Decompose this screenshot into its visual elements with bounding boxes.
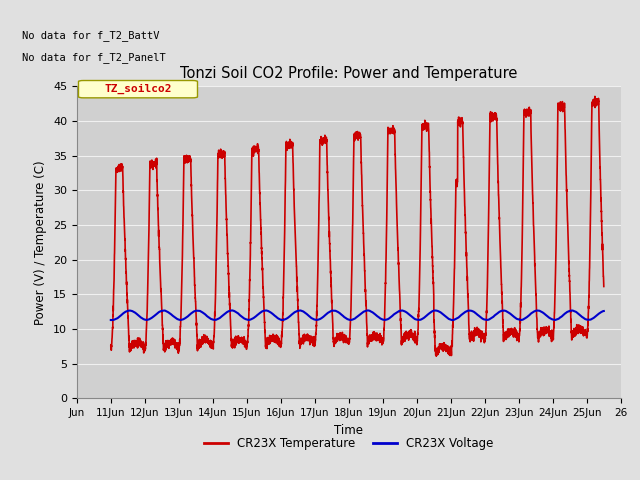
Y-axis label: Power (V) / Temperature (C): Power (V) / Temperature (C) [35,160,47,324]
FancyBboxPatch shape [79,81,198,98]
Text: No data for f_T2_PanelT: No data for f_T2_PanelT [22,52,166,63]
X-axis label: Time: Time [334,424,364,437]
Title: Tonzi Soil CO2 Profile: Power and Temperature: Tonzi Soil CO2 Profile: Power and Temper… [180,66,518,81]
Text: No data for f_T2_BattV: No data for f_T2_BattV [22,30,160,41]
Legend: CR23X Temperature, CR23X Voltage: CR23X Temperature, CR23X Voltage [199,432,499,455]
Text: TZ_soilco2: TZ_soilco2 [104,84,172,94]
